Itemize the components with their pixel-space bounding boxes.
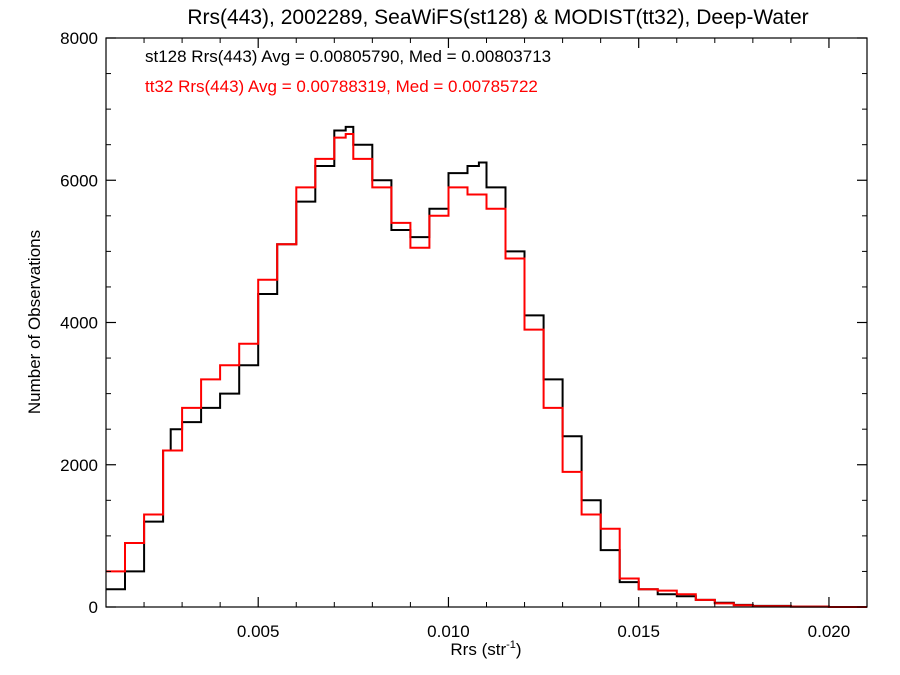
x-tick-label: 0.010 xyxy=(427,622,470,641)
x-axis-title-main: Rrs (str xyxy=(450,640,506,659)
x-axis: 0.005 0.010 0.015 0.020 xyxy=(143,38,851,641)
y-tick-label: 2000 xyxy=(60,456,98,475)
x-axis-title-close: ) xyxy=(516,640,522,659)
chart-title: Rrs(443), 2002289, SeaWiFS(st128) & MODI… xyxy=(187,6,808,29)
series-layer xyxy=(106,125,867,608)
series-line-1 xyxy=(106,133,867,608)
x-tick-label: 0.005 xyxy=(237,622,280,641)
y-tick-label: 4000 xyxy=(60,314,98,333)
x-axis-title: Rrs (str-1) xyxy=(450,639,521,659)
x-tick-label: 0.020 xyxy=(808,622,851,641)
plot-frame xyxy=(105,37,868,608)
annotation-tt32: tt32 Rrs(443) Avg = 0.00788319, Med = 0.… xyxy=(145,77,538,96)
y-tick-label: 0 xyxy=(89,598,98,617)
y-axis: 0 2000 4000 6000 8000 xyxy=(60,29,867,617)
annotation-st128: st128 Rrs(443) Avg = 0.00805790, Med = 0… xyxy=(145,47,551,66)
y-axis-title: Number of Observations xyxy=(25,230,44,414)
x-axis-title-sup: -1 xyxy=(506,639,516,651)
y-tick-label: 6000 xyxy=(60,171,98,190)
x-tick-label: 0.015 xyxy=(617,622,660,641)
y-tick-label: 8000 xyxy=(60,29,98,48)
